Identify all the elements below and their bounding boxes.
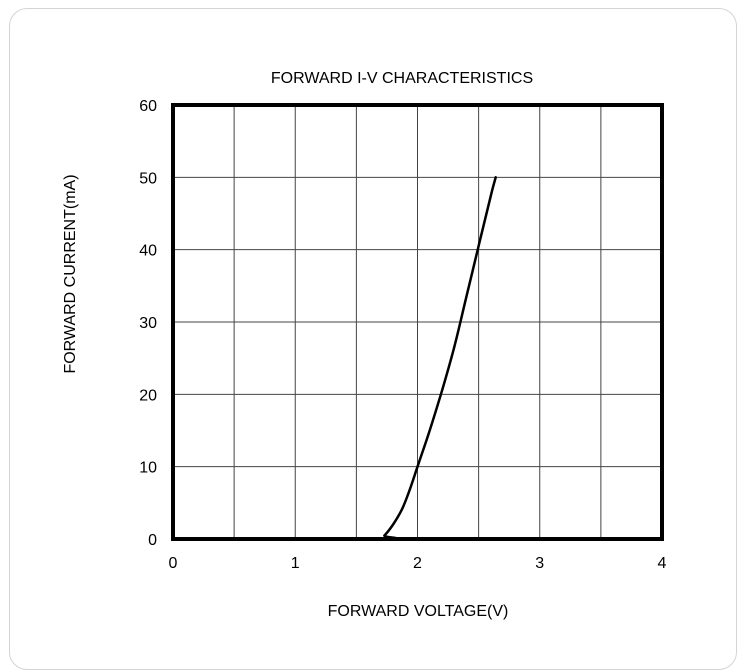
grid-lines: [172, 104, 663, 540]
iv-curve-line: [171, 176, 497, 541]
chart-title: FORWARD I-V CHARACTERISTICS: [271, 70, 533, 87]
y-tick-label: 30: [139, 315, 157, 332]
x-tick-labels: 0 1 2 3 4: [169, 555, 667, 572]
y-tick-label: 20: [139, 387, 157, 404]
x-tick-label: 3: [535, 555, 544, 572]
x-tick-label: 1: [291, 555, 300, 572]
x-tick-label: 2: [413, 555, 422, 572]
x-axis-label: FORWARD VOLTAGE(V): [328, 603, 509, 620]
plot-frame: [171, 103, 664, 541]
x-tick-label: 0: [169, 555, 178, 572]
series-layer: [171, 176, 497, 541]
y-tick-label: 40: [139, 243, 157, 260]
y-tick-labels: 0 10 20 30 40 50 60: [139, 98, 157, 549]
y-tick-label: 50: [139, 170, 157, 187]
y-tick-label: 0: [148, 532, 157, 549]
y-tick-label: 60: [139, 98, 157, 115]
y-tick-label: 10: [139, 460, 157, 477]
y-axis-label: FORWARD CURRENT(mA): [62, 174, 79, 373]
forward-iv-chart: FORWARD I-V CHARACTERISTICS 010203040506…: [62, 70, 667, 620]
chart-card: [9, 8, 737, 670]
x-tick-label: 4: [658, 555, 667, 572]
